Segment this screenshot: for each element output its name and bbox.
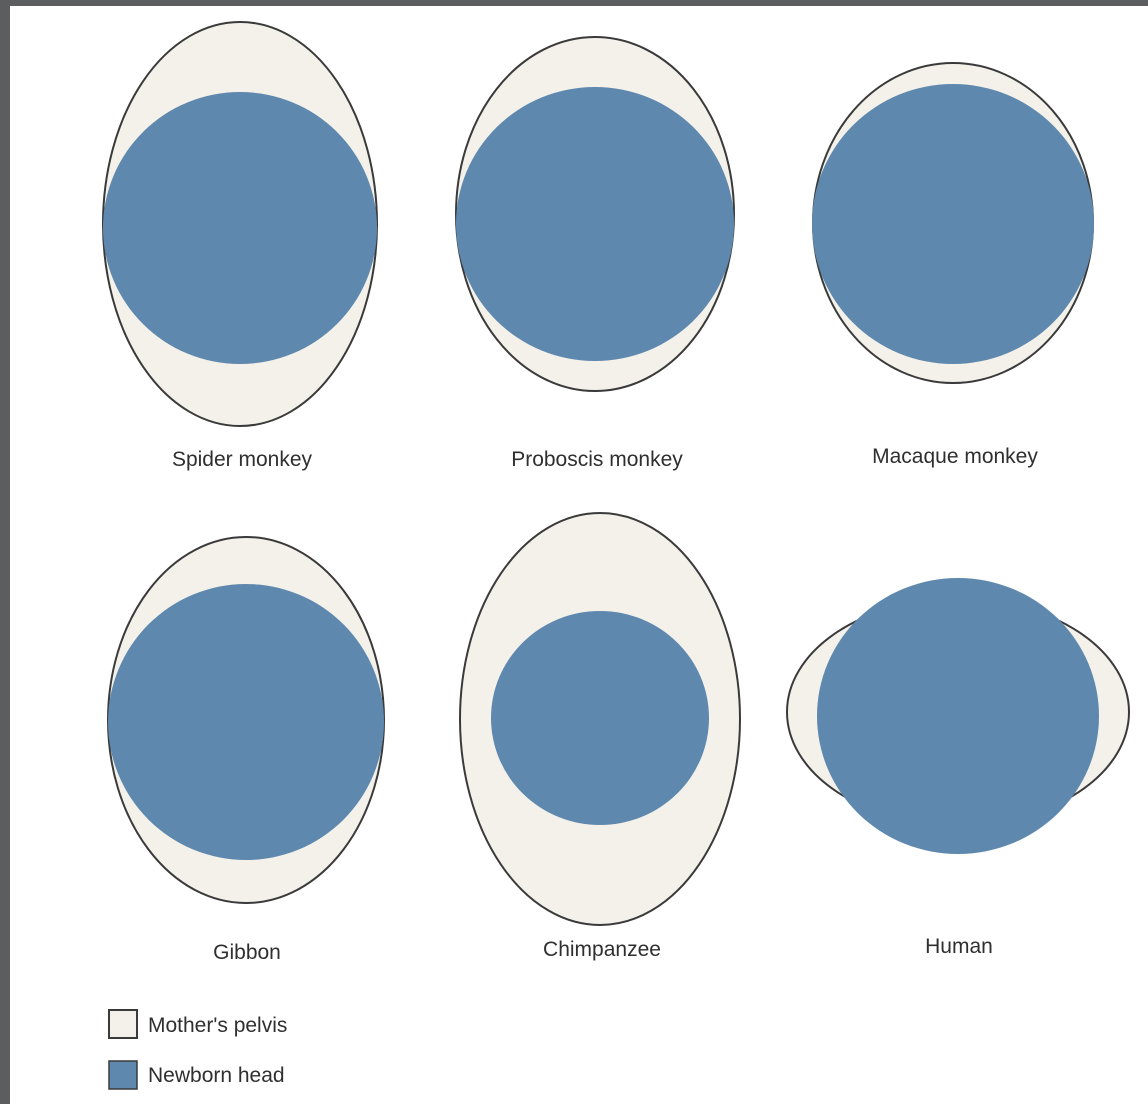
specimen-label: Proboscis monkey [511, 448, 683, 471]
newborn-head-disc [108, 584, 384, 860]
specimen-chimpanzee: Chimpanzee [459, 512, 741, 961]
newborn-head-disc [103, 92, 377, 364]
specimen-label: Chimpanzee [543, 938, 661, 961]
specimen-label: Macaque monkey [872, 445, 1038, 468]
specimen-spider-monkey: Spider monkey [102, 21, 378, 471]
specimen-label: Human [925, 935, 993, 958]
specimen-human: Human [786, 578, 1130, 958]
legend-label-mothers-pelvis: Mother's pelvis [148, 1014, 287, 1037]
legend-swatch-newborn-head [108, 1060, 138, 1090]
newborn-head-disc [491, 611, 709, 825]
figure-panel: Spider monkey Proboscis monkey Macaque m… [10, 6, 1148, 1104]
newborn-head-disc [812, 84, 1094, 364]
specimen-label: Gibbon [213, 941, 281, 964]
pelvis-head-diagram: Spider monkey Proboscis monkey Macaque m… [102, 21, 1130, 1090]
specimen-macaque-monkey: Macaque monkey [812, 62, 1094, 468]
newborn-head-disc [456, 87, 734, 361]
specimen-label: Spider monkey [172, 448, 313, 471]
specimen-proboscis-monkey: Proboscis monkey [455, 36, 735, 471]
newborn-head-disc [817, 578, 1099, 854]
specimen-gibbon: Gibbon [107, 536, 385, 964]
legend-label-newborn-head: Newborn head [148, 1064, 285, 1087]
legend: Mother's pelvis Newborn head [108, 1009, 287, 1090]
legend-swatch-mothers-pelvis [108, 1009, 138, 1039]
